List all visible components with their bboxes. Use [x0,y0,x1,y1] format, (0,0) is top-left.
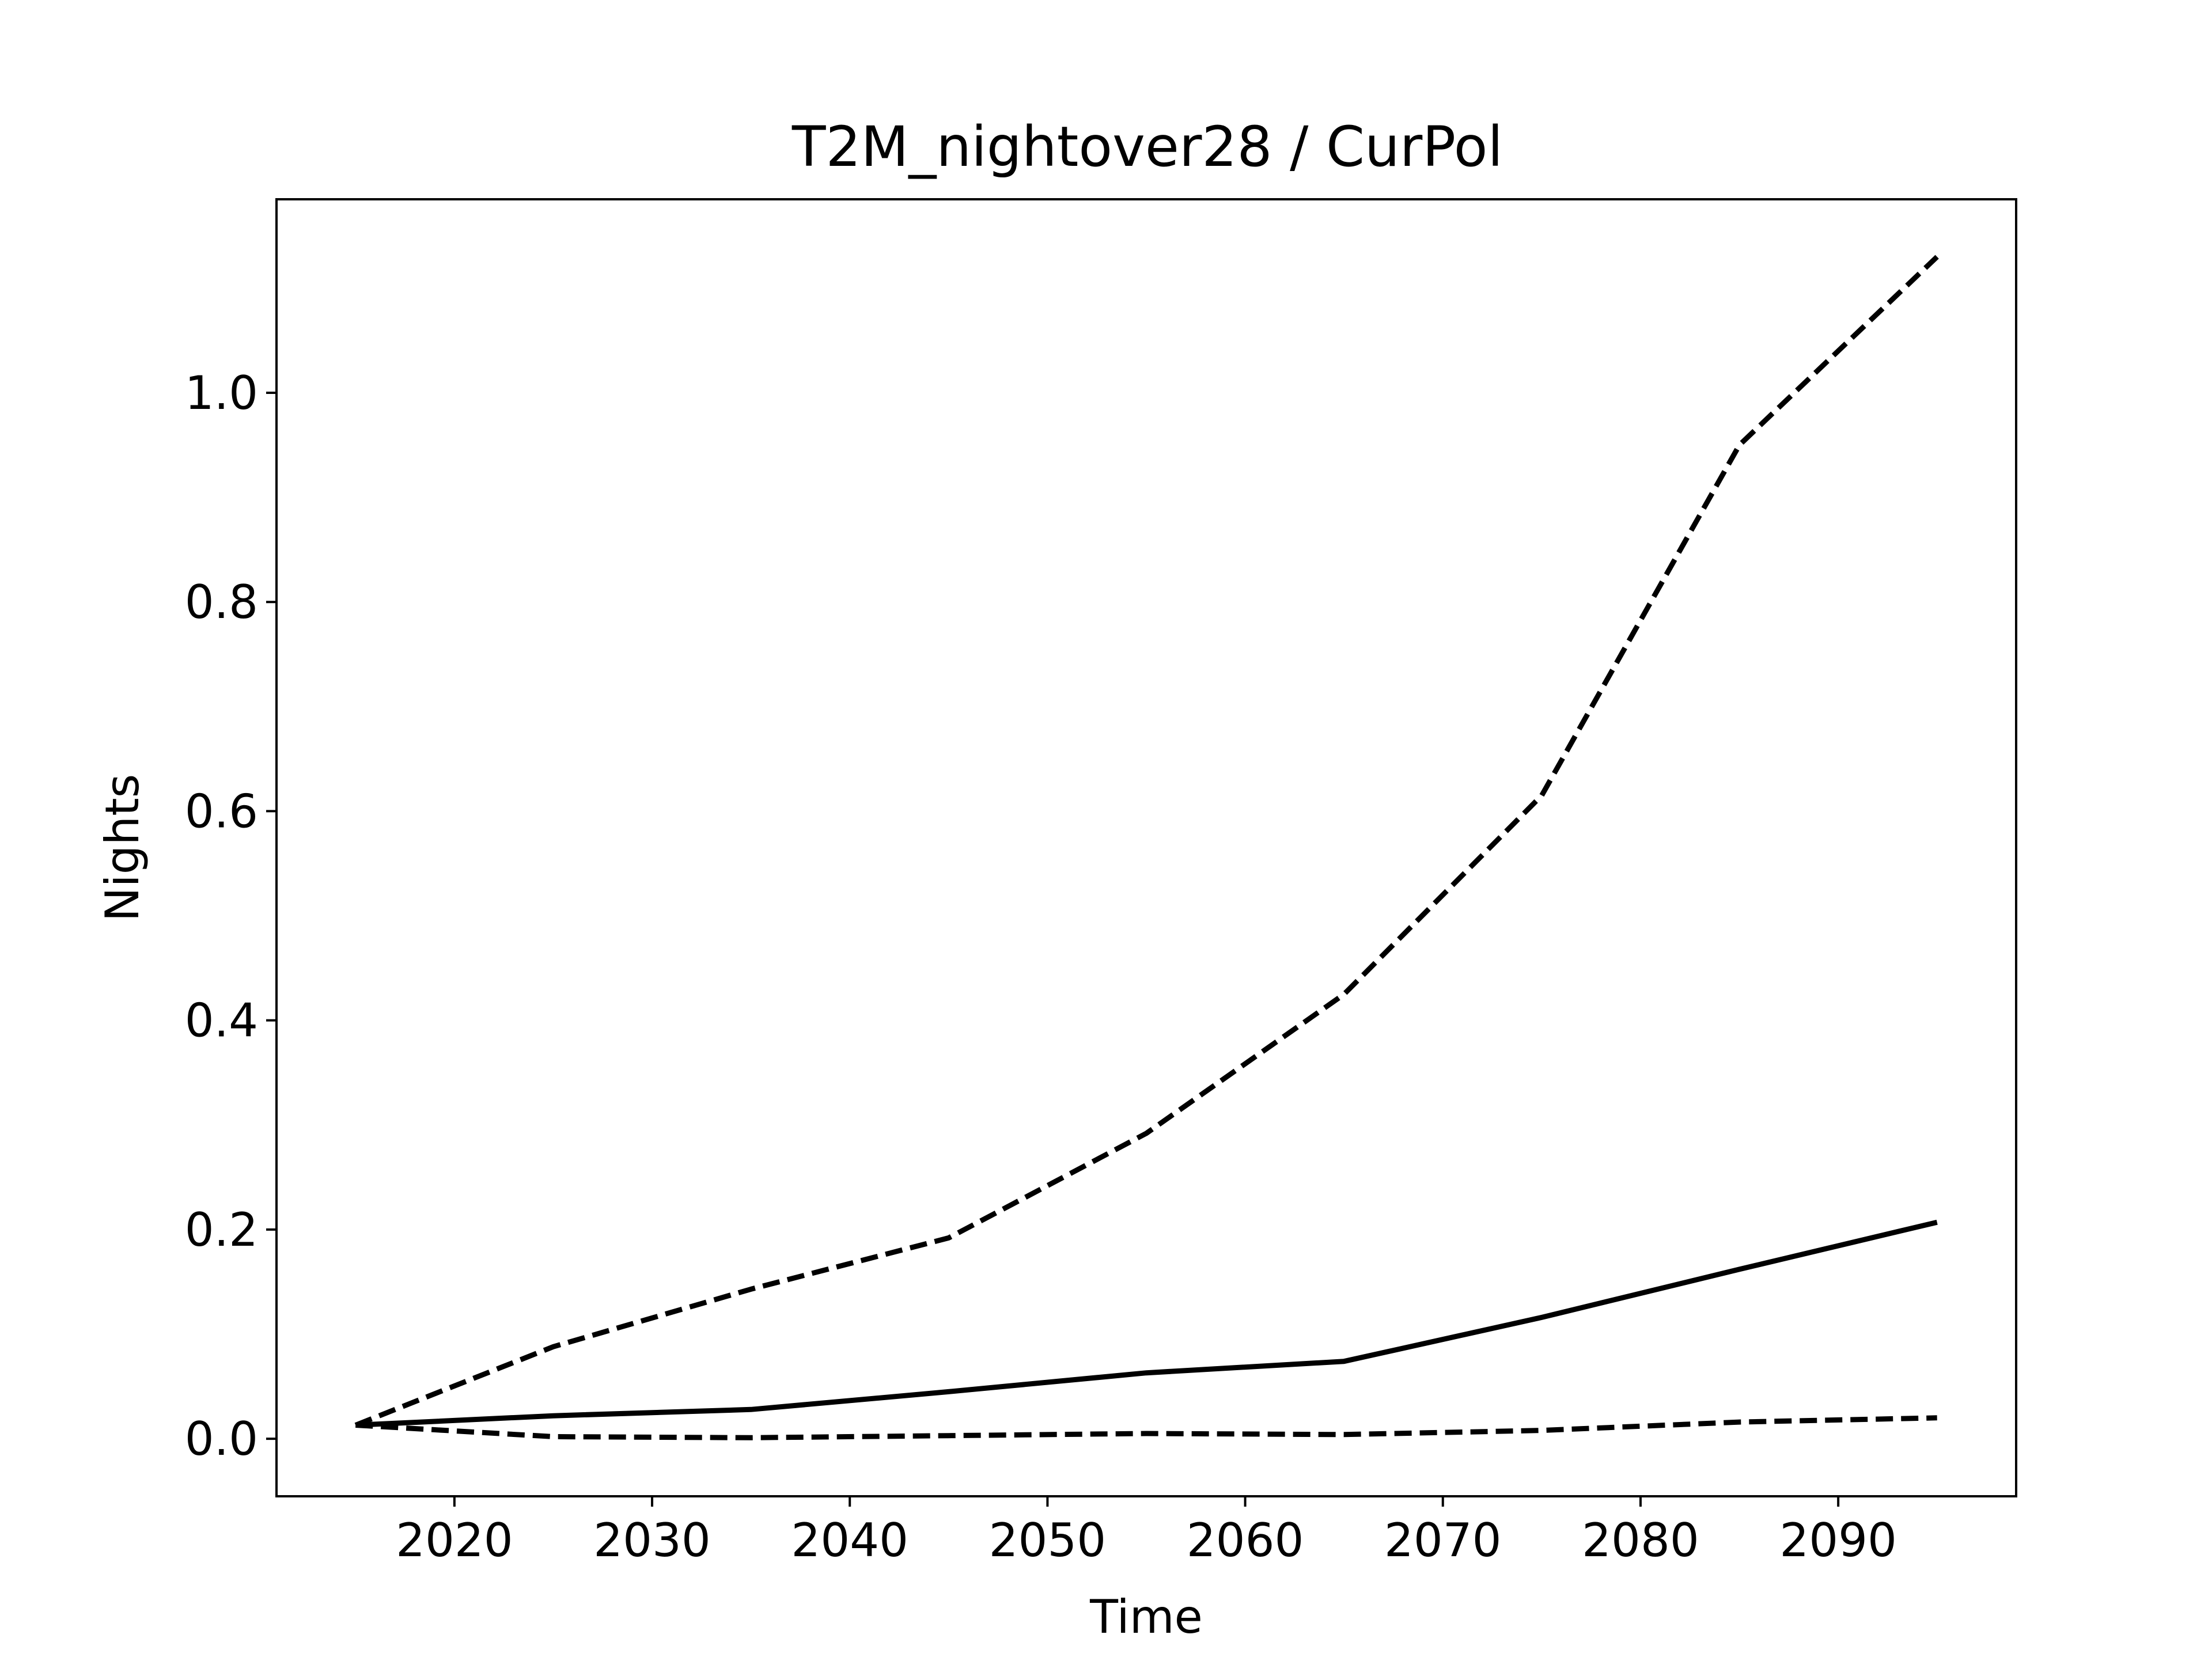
y-axis-ticks: 0.0 0.2 0.4 0.6 0.8 1.0 [185,366,276,1466]
x-tick-label: 2020 [396,1514,513,1567]
x-tick-label: 2030 [593,1514,711,1567]
x-tick-label: 2090 [1779,1514,1897,1567]
chart-title: T2M_nightover28 / CurPol [791,115,1503,179]
x-axis-ticks: 2020 2030 2040 2050 2060 2070 2080 2090 [396,1496,1897,1567]
y-tick-label: 0.4 [185,994,258,1048]
y-tick-label: 0.0 [185,1412,258,1466]
y-tick-label: 1.0 [185,366,258,420]
series-line-1 [354,255,1939,1428]
series-line-2 [355,1219,1938,1428]
x-tick-label: 2050 [989,1514,1107,1567]
y-tick-label: 0.2 [185,1203,258,1257]
x-tick-label: 2070 [1384,1514,1502,1567]
plot-area-frame [275,198,2017,1497]
x-tick-label: 2080 [1582,1514,1699,1567]
y-axis-label: Nights [96,774,149,922]
series-layer [354,255,1939,1440]
x-axis-label: Time [1089,1590,1203,1644]
x-tick-label: 2060 [1187,1514,1304,1567]
y-tick-label: 0.6 [185,784,258,838]
x-tick-label: 2040 [791,1514,908,1567]
y-tick-label: 0.8 [185,575,258,629]
series-line-3 [355,1415,1937,1440]
